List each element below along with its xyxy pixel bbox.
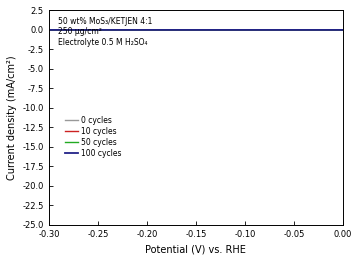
10 cycles: [100, 28, 104, 32]
50 cycles: [238, 28, 242, 32]
50 cycles: [266, 28, 270, 32]
100 cycles: [266, 28, 270, 32]
0 cycles: [266, 28, 270, 32]
50 cycles: [223, 28, 227, 32]
50 cycles: [47, 28, 51, 32]
10 cycles: [341, 28, 345, 32]
0 cycles: [341, 28, 345, 32]
0 cycles: [288, 28, 293, 32]
100 cycles: [223, 28, 227, 32]
Y-axis label: Current density (mA/cm²): Current density (mA/cm²): [7, 55, 17, 180]
100 cycles: [341, 28, 345, 32]
10 cycles: [223, 28, 227, 32]
50 cycles: [159, 28, 163, 32]
0 cycles: [238, 28, 242, 32]
10 cycles: [238, 28, 242, 32]
0 cycles: [223, 28, 227, 32]
X-axis label: Potential (V) vs. RHE: Potential (V) vs. RHE: [145, 244, 246, 254]
10 cycles: [47, 28, 51, 32]
50 cycles: [288, 28, 293, 32]
10 cycles: [159, 28, 163, 32]
10 cycles: [288, 28, 293, 32]
Legend: 0 cycles, 10 cycles, 50 cycles, 100 cycles: 0 cycles, 10 cycles, 50 cycles, 100 cycl…: [61, 113, 125, 161]
10 cycles: [266, 28, 270, 32]
100 cycles: [47, 28, 51, 32]
100 cycles: [100, 28, 104, 32]
100 cycles: [159, 28, 163, 32]
100 cycles: [288, 28, 293, 32]
0 cycles: [159, 28, 163, 32]
50 cycles: [100, 28, 104, 32]
0 cycles: [100, 28, 104, 32]
100 cycles: [238, 28, 242, 32]
50 cycles: [341, 28, 345, 32]
Text: 50 wt% MoS₃/KETJEN 4:1
250 μg/cm²
Electrolyte 0.5 M H₂SO₄: 50 wt% MoS₃/KETJEN 4:1 250 μg/cm² Electr…: [58, 17, 152, 47]
0 cycles: [47, 28, 51, 32]
